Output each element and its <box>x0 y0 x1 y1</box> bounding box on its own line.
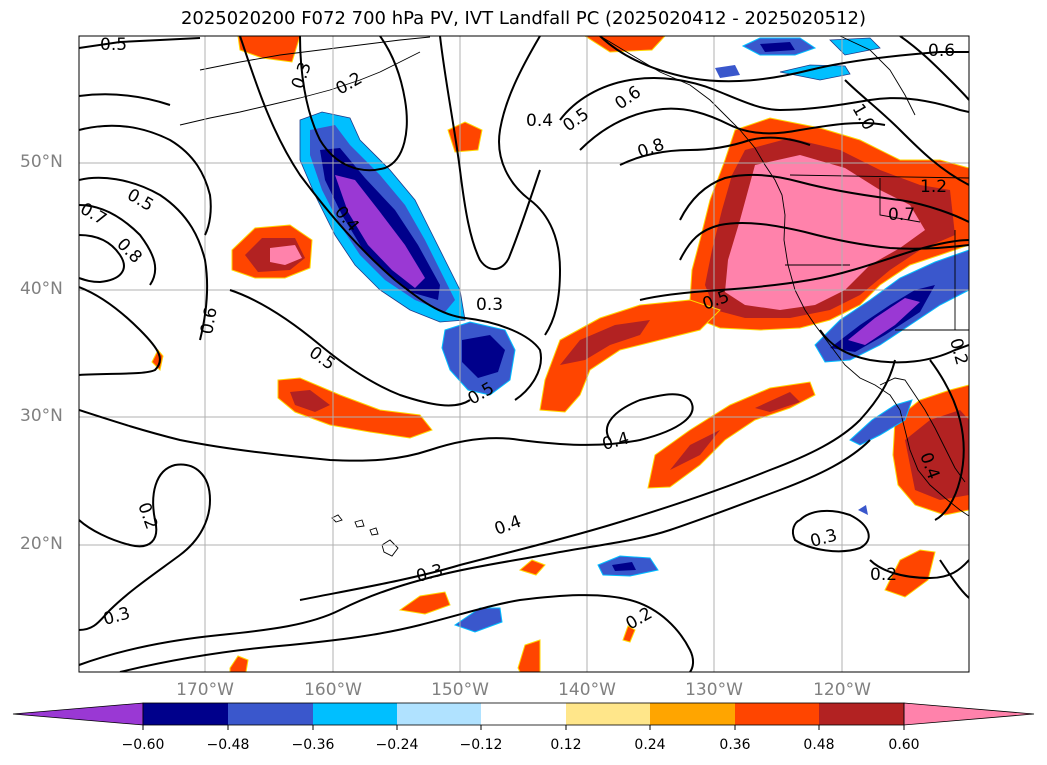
plot-frame <box>78 35 970 673</box>
colorbar <box>12 702 1035 730</box>
contour-label: 0.2 <box>870 565 897 585</box>
lon-label-140w: 140°W <box>558 680 616 700</box>
pv-contour <box>679 221 969 261</box>
pv-contours <box>79 36 969 672</box>
pv-contour <box>239 36 542 401</box>
colorbar-segment <box>735 703 819 725</box>
pv-contour <box>498 36 562 336</box>
colorbar-tick-label: 0.60 <box>888 737 920 753</box>
positive-anomaly-fills <box>151 36 969 672</box>
pv-contour <box>439 36 541 270</box>
pv-contour <box>299 359 896 601</box>
colorbar-tick-label: 0.24 <box>634 737 666 753</box>
contour-label: 0.4 <box>526 111 553 131</box>
pv-contour <box>819 329 969 364</box>
colorbar-segment <box>397 703 481 725</box>
pv-contour <box>79 439 871 666</box>
pv-contour <box>599 36 969 83</box>
pv-contour <box>79 124 212 236</box>
graticule <box>79 36 969 672</box>
pv-contour <box>79 37 201 49</box>
colorbar-tick-label: −0.60 <box>121 737 165 753</box>
colorbar-tick-label: −0.24 <box>375 737 419 753</box>
contour-label: 0.6 <box>928 41 955 61</box>
pv-contour <box>791 509 870 553</box>
lon-label-130w: 130°W <box>685 680 743 700</box>
contour-label: 0.3 <box>476 295 503 315</box>
subtropical-plume <box>539 299 721 413</box>
pv-contour <box>844 79 969 186</box>
lat-label-50n: 50°N <box>20 152 63 172</box>
lat-label-20n: 20°N <box>20 534 63 554</box>
hawaii-islands <box>331 514 399 557</box>
contour-labels: 0.5 0.3 0.2 0.4 0.5 0.6 0.8 1.0 0.6 0.5 … <box>79 35 971 634</box>
pv-contour <box>929 359 965 521</box>
pv-contour <box>79 463 212 631</box>
pv-contour <box>79 93 171 106</box>
pv-contour <box>79 393 694 462</box>
contour-label: 0.6 <box>197 306 221 336</box>
pv-contour <box>79 176 209 341</box>
pv-contour <box>939 559 969 599</box>
lon-label-170w: 170°W <box>176 680 234 700</box>
colorbar-tick-label: 0.48 <box>803 737 835 753</box>
contour-label: 0.2 <box>945 336 971 367</box>
lat-label-30n: 30°N <box>20 406 63 426</box>
pv-contour <box>79 234 125 284</box>
pv-contour <box>559 77 969 121</box>
colorbar-segment <box>313 703 397 725</box>
pv-contour <box>639 239 969 301</box>
colorbar-tick-label: 0.12 <box>550 737 582 753</box>
pv-contour <box>79 286 161 376</box>
colorbar-segment <box>143 703 228 725</box>
west-coast-max-region <box>725 155 925 310</box>
colorbar-segment <box>819 703 904 725</box>
pv-contour <box>899 36 969 101</box>
pv-contour <box>299 36 408 172</box>
lat-label-40n: 40°N <box>20 279 63 299</box>
pv-contour <box>679 173 969 223</box>
lon-label-120w: 120°W <box>813 680 871 700</box>
colorbar-tick-label: −0.36 <box>291 737 335 753</box>
colorbar-tick-label: 0.36 <box>719 737 751 753</box>
pv-contour <box>79 204 157 286</box>
colorbar-segment <box>228 703 313 725</box>
lon-label-160w: 160°W <box>304 680 362 700</box>
contour-label: 0.5 <box>100 35 127 55</box>
pv-contour <box>579 107 886 151</box>
colorbar-extend-high <box>903 702 1035 726</box>
pv-contour <box>229 289 471 407</box>
colorbar-tick-label: −0.12 <box>459 737 503 753</box>
colorbar-segment <box>650 703 735 725</box>
pv-contour <box>619 136 811 166</box>
pv-contour <box>869 559 969 580</box>
plot-area: 0.5 0.3 0.2 0.4 0.5 0.6 0.8 1.0 0.6 0.5 … <box>79 35 971 672</box>
contour-label: 0.7 <box>888 205 915 225</box>
colorbar-extend-low <box>12 702 144 726</box>
colorbar-segment <box>481 703 566 725</box>
colorbar-tick-label: −0.48 <box>206 737 250 753</box>
map-title: 2025020200 F072 700 hPa PV, IVT Landfall… <box>180 8 867 29</box>
pv-contour <box>119 594 694 672</box>
contour-label: 1.2 <box>920 177 947 197</box>
colorbar-segment <box>566 703 650 725</box>
lon-label-150w: 150°W <box>431 680 489 700</box>
